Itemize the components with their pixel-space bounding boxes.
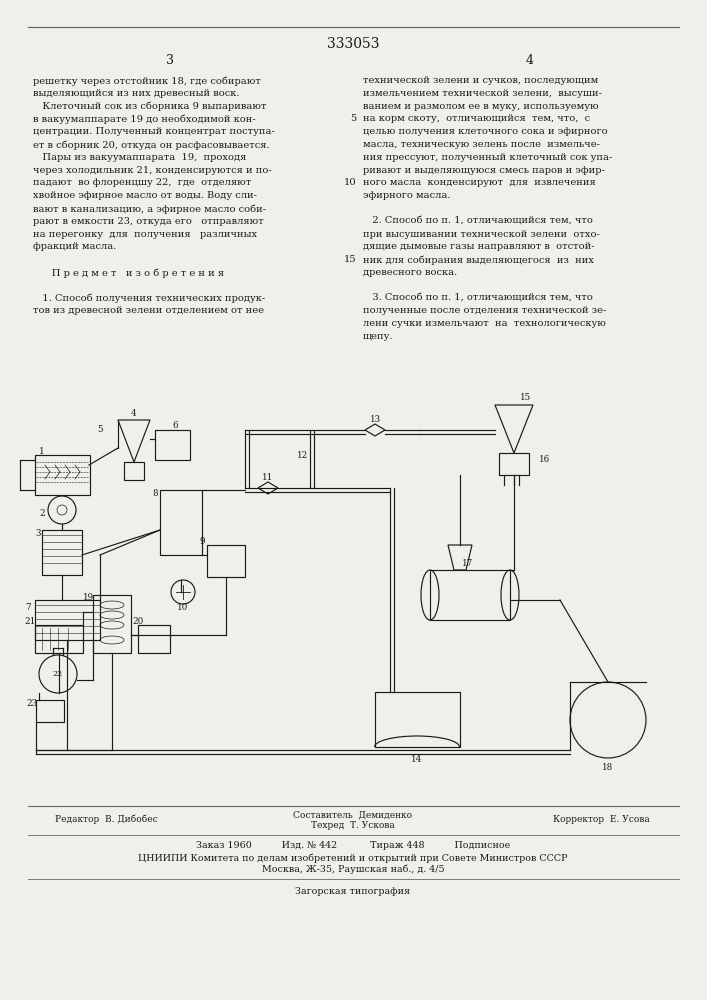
Text: Клеточный сок из сборника 9 выпаривают: Клеточный сок из сборника 9 выпаривают — [33, 102, 267, 111]
Text: вают в канализацию, а эфирное масло соби-: вают в канализацию, а эфирное масло соби… — [33, 204, 266, 214]
Text: ния прессуют, полученный клеточный сок упа-: ния прессуют, полученный клеточный сок у… — [363, 153, 612, 162]
Text: ет в сборник 20, откуда он расфасовывается.: ет в сборник 20, откуда он расфасовывает… — [33, 140, 269, 149]
Text: 13: 13 — [370, 416, 380, 424]
Text: 16: 16 — [539, 456, 551, 464]
Text: решетку через отстойник 18, где собирают: решетку через отстойник 18, где собирают — [33, 76, 261, 86]
Text: 2. Способ по п. 1, отличающийся тем, что: 2. Способ по п. 1, отличающийся тем, что — [363, 217, 593, 226]
Text: щепу.: щепу. — [363, 332, 394, 341]
Bar — [155, 430, 190, 460]
Text: измельчением технической зелени,  высуши-: измельчением технической зелени, высуши- — [363, 89, 602, 98]
Text: 12: 12 — [298, 450, 309, 460]
Text: падают  во флоренцшу 22,  где  отделяют: падают во флоренцшу 22, где отделяют — [33, 178, 251, 187]
Text: в вакуумаппарате 19 до необходимой кон-: в вакуумаппарате 19 до необходимой кон- — [33, 114, 256, 124]
Text: выделяющийся из них древесный воск.: выделяющийся из них древесный воск. — [33, 89, 240, 98]
Text: Пары из вакуумаппарата  19,  проходя: Пары из вакуумаппарата 19, проходя — [33, 153, 246, 162]
Text: дящие дымовые газы направляют в  отстой-: дящие дымовые газы направляют в отстой- — [363, 242, 595, 251]
Text: 21: 21 — [24, 616, 35, 626]
Bar — [36, 700, 64, 722]
Text: технической зелени и сучков, последующим: технической зелени и сучков, последующим — [363, 76, 598, 85]
Bar — [160, 490, 202, 555]
Text: рают в емкости 23, откуда его   отправляют: рают в емкости 23, откуда его отправляют — [33, 217, 264, 226]
Text: 9: 9 — [199, 536, 205, 546]
Text: 5: 5 — [350, 114, 356, 123]
Text: Составитель  Демиденко: Составитель Демиденко — [293, 810, 413, 820]
Text: 11: 11 — [262, 474, 274, 483]
Bar — [207, 545, 245, 577]
Bar — [430, 570, 510, 620]
Text: 333053: 333053 — [327, 37, 379, 51]
Text: 3: 3 — [35, 530, 41, 538]
Text: центрации. Полученный концентрат поступа-: центрации. Полученный концентрат поступа… — [33, 127, 275, 136]
Text: 4: 4 — [131, 408, 137, 418]
Bar — [93, 595, 131, 653]
Text: при высушивании технической зелени  отхо-: при высушивании технической зелени отхо- — [363, 230, 600, 239]
Text: 2: 2 — [39, 508, 45, 518]
Text: 1: 1 — [39, 446, 45, 456]
Text: П р е д м е т   и з о б р е т е н и я: П р е д м е т и з о б р е т е н и я — [33, 268, 224, 277]
Text: лени сучки измельчают  на  технологическую: лени сучки измельчают на технологическую — [363, 319, 606, 328]
Bar — [375, 692, 460, 747]
Bar — [35, 600, 100, 640]
Text: 7: 7 — [25, 602, 31, 611]
Text: 8: 8 — [152, 488, 158, 497]
Text: фракций масла.: фракций масла. — [33, 242, 117, 251]
Text: через холодильник 21, конденсируются и по-: через холодильник 21, конденсируются и п… — [33, 166, 271, 175]
Text: 23: 23 — [26, 700, 37, 708]
Text: тов из древесной зелени отделением от нее: тов из древесной зелени отделением от не… — [33, 306, 264, 315]
Text: Москва, Ж-35, Раушская наб., д. 4/5: Москва, Ж-35, Раушская наб., д. 4/5 — [262, 864, 444, 874]
Text: Техред  Т. Ускова: Техред Т. Ускова — [311, 822, 395, 830]
Text: 10: 10 — [177, 603, 189, 612]
Text: ного масла  конденсируют  для  извлечения: ного масла конденсируют для извлечения — [363, 178, 596, 187]
Text: 19: 19 — [83, 593, 93, 602]
Text: на перегонку  для  получения   различных: на перегонку для получения различных — [33, 230, 257, 239]
Text: ривают и выделяющуюся смесь паров и эфир-: ривают и выделяющуюся смесь паров и эфир… — [363, 166, 605, 175]
Text: на корм скоту,  отличающийся  тем, что,  с: на корм скоту, отличающийся тем, что, с — [363, 114, 590, 123]
Bar — [138, 625, 170, 653]
Text: 1. Способ получения технических продук-: 1. Способ получения технических продук- — [33, 294, 265, 303]
Text: 22: 22 — [53, 670, 63, 678]
Text: эфирного масла.: эфирного масла. — [363, 191, 450, 200]
Text: 5: 5 — [98, 426, 103, 434]
Bar — [124, 462, 144, 480]
Text: 15: 15 — [344, 255, 356, 264]
Text: Редактор  В. Дибобес: Редактор В. Дибобес — [55, 814, 158, 824]
Text: 3. Способ по п. 1, отличающийся тем, что: 3. Способ по п. 1, отличающийся тем, что — [363, 294, 593, 303]
Text: полученные после отделения технической зе-: полученные после отделения технической з… — [363, 306, 607, 315]
Text: 14: 14 — [411, 756, 423, 764]
Text: Загорская типография: Загорская типография — [296, 886, 411, 896]
Text: древесного воска.: древесного воска. — [363, 268, 457, 277]
Bar — [35, 625, 83, 653]
Bar — [499, 453, 529, 475]
Text: целью получения клеточного сока и эфирного: целью получения клеточного сока и эфирно… — [363, 127, 607, 136]
Text: ванием и размолом ее в муку, используемую: ванием и размолом ее в муку, используему… — [363, 102, 599, 111]
Text: Корректор  Е. Усова: Корректор Е. Усова — [554, 814, 650, 824]
Text: 17: 17 — [462, 558, 474, 568]
Text: 20: 20 — [132, 616, 144, 626]
Text: 15: 15 — [520, 392, 530, 401]
Bar — [35, 455, 90, 495]
Text: 10: 10 — [344, 178, 356, 187]
Text: хвойное эфирное масло от воды. Воду сли-: хвойное эфирное масло от воды. Воду сли- — [33, 191, 257, 200]
Text: масла, техническую зелень после  измельче-: масла, техническую зелень после измельче… — [363, 140, 600, 149]
Text: 18: 18 — [602, 764, 614, 772]
Text: ЦНИИПИ Комитета по делам изобретений и открытий при Совете Министров СССР: ЦНИИПИ Комитета по делам изобретений и о… — [139, 853, 568, 863]
Text: Заказ 1960          Изд. № 442           Тираж 448          Подписное: Заказ 1960 Изд. № 442 Тираж 448 Подписно… — [196, 842, 510, 850]
Text: 6: 6 — [173, 420, 178, 430]
Bar — [42, 530, 82, 575]
Text: ник для собирания выделяющегося  из  них: ник для собирания выделяющегося из них — [363, 255, 594, 265]
Text: 4: 4 — [526, 54, 534, 68]
Text: 3: 3 — [166, 54, 174, 68]
